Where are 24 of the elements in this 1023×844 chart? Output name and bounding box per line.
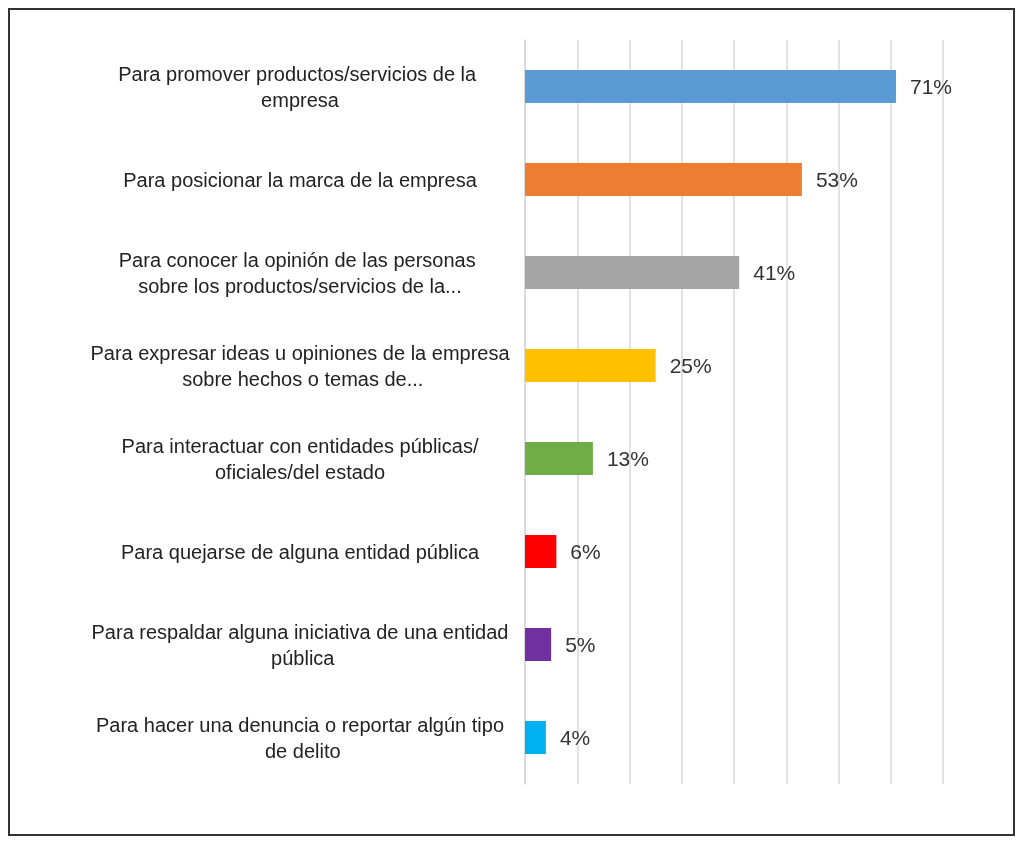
bar [525,349,656,382]
data-label: 71% [909,75,953,98]
y-tick-label: Para promover productos/servicios de la empresa [118,62,482,111]
y-tick-label: Para hacer una denuncia o reportar algún tipo de delito [95,713,505,762]
y-tick-label: Para expresar ideas u opiniones de la empresa sobre hechos o temas de... [90,341,511,390]
data-label: 53% [815,168,858,191]
bar [525,442,593,475]
data-label: 25% [669,354,712,377]
bar [525,628,552,661]
bar [525,256,740,289]
data-label: 6% [570,540,601,563]
y-tick-label: Para respaldar alguna iniciativa de una entidad pública [91,620,509,669]
y-tick-label: Para posicionar la marca de la empresa [123,168,478,191]
bar [525,721,546,754]
y-tick-label: Para quejarse de alguna entidad pública [120,540,480,563]
bar [525,163,802,196]
data-label: 4% [559,726,591,749]
data-label: 41% [753,261,796,284]
y-tick-label: Para interactuar con entidades públicas/oficiales/del estado [121,434,479,483]
bar [525,70,896,103]
data-label: 13% [606,447,649,470]
data-label: 5% [565,633,596,656]
bar [525,535,557,568]
y-tick-label: Para conocer la opinión de las personas sobre los productos/servicios de la... [118,248,482,297]
